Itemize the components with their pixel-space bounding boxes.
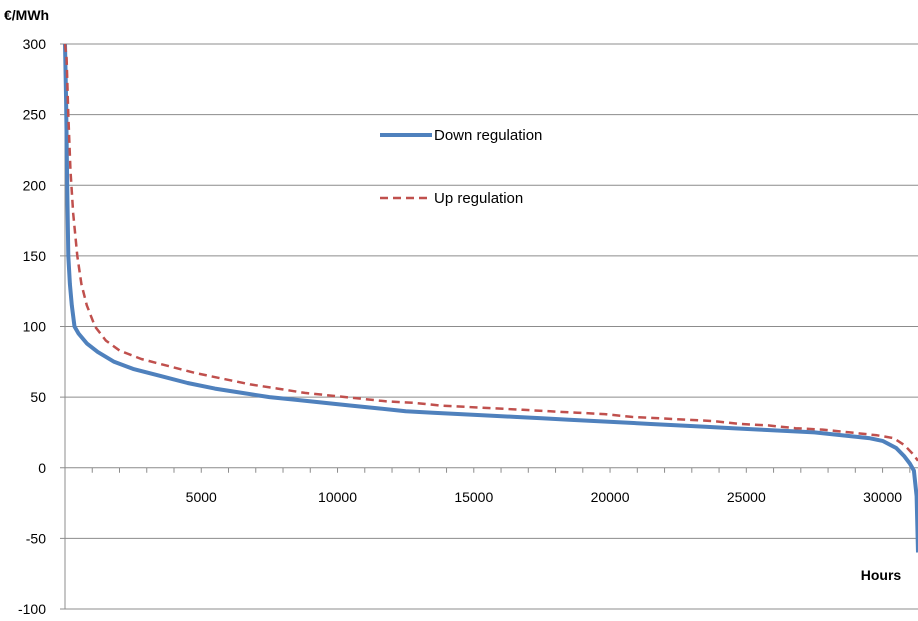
y-tick-label: 250 — [23, 107, 47, 123]
horizontal-grid — [65, 43, 918, 610]
y-tick-label: -50 — [26, 530, 46, 546]
x-tick-labels: 5000 10000 15000 20000 25000 30000 — [186, 489, 903, 505]
y-tick-label: 0 — [38, 460, 46, 476]
x-tick-label: 15000 — [454, 489, 493, 505]
legend-label-down-regulation: Down regulation — [434, 127, 542, 144]
y-tick-label: 100 — [23, 319, 47, 335]
axes — [60, 43, 918, 610]
y-tick-label: 300 — [23, 36, 47, 52]
x-tick-label: 5000 — [186, 489, 217, 505]
legend-label-up-regulation: Up regulation — [434, 190, 523, 207]
x-tick-label: 20000 — [591, 489, 630, 505]
x-tick-label: 30000 — [863, 489, 902, 505]
y-axis-title: €/MWh — [4, 7, 49, 23]
x-axis-title: Hours — [861, 567, 902, 583]
y-tick-label: 200 — [23, 177, 47, 193]
x-tick-label: 25000 — [727, 489, 766, 505]
y-tick-label: 150 — [23, 248, 47, 264]
series-line-up-regulation — [63, 43, 918, 462]
y-tick-labels: -100 -50 0 50 100 150 200 250 300 — [18, 36, 46, 617]
series-lines — [63, 43, 918, 553]
series-line-down-regulation — [63, 43, 918, 553]
x-tick-label: 10000 — [318, 489, 357, 505]
legend: Down regulation Up regulation — [380, 127, 542, 207]
y-tick-label: -100 — [18, 601, 46, 617]
y-tick-label: 50 — [30, 389, 46, 405]
